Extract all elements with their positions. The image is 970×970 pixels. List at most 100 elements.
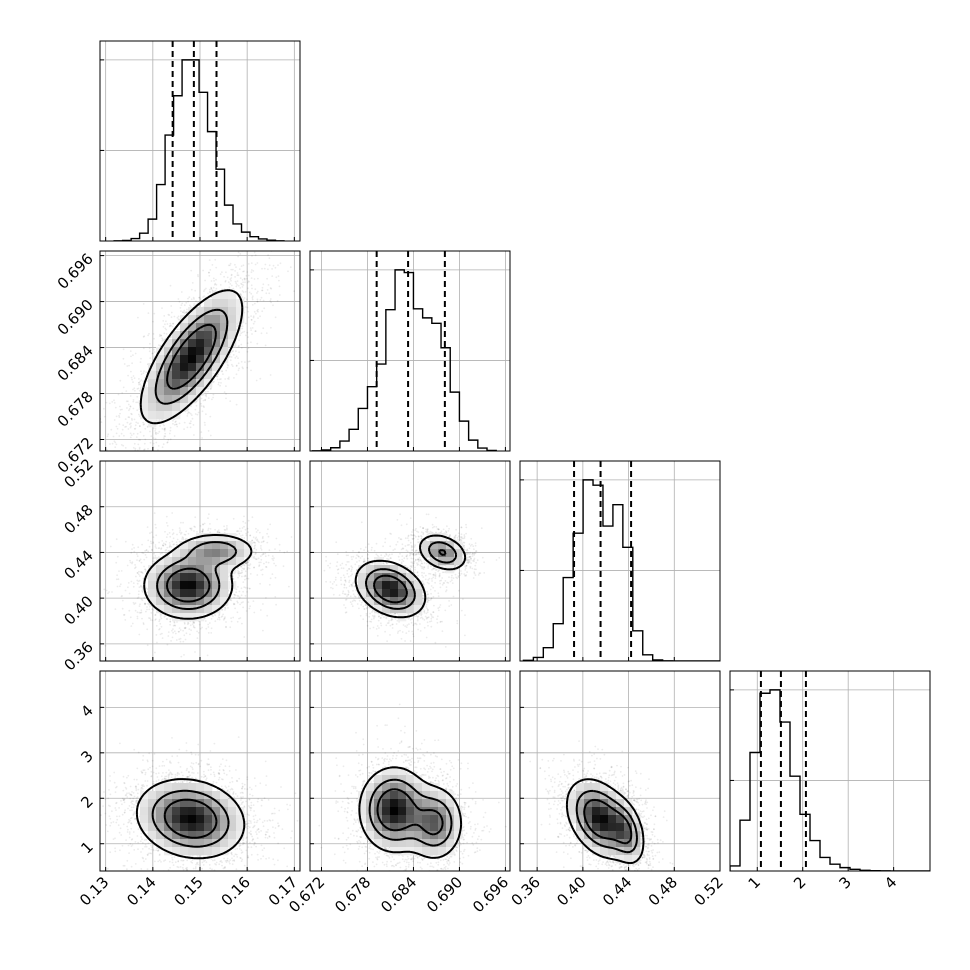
sample-point <box>170 335 172 338</box>
sample-point <box>253 320 256 323</box>
sample-point <box>255 548 258 551</box>
sample-point <box>121 408 123 411</box>
sample-point <box>247 577 250 580</box>
sample-point <box>104 644 107 647</box>
sample-point <box>135 421 138 424</box>
sample-point <box>188 411 191 414</box>
sample-point <box>250 229 252 231</box>
density-cell <box>180 395 189 404</box>
sample-point <box>165 320 167 323</box>
sample-point <box>181 538 183 540</box>
sample-point <box>191 282 194 284</box>
sample-point <box>132 388 134 391</box>
sample-point <box>202 523 204 526</box>
sample-point <box>120 444 123 446</box>
sample-point <box>249 605 252 608</box>
sample-point <box>137 422 139 425</box>
density-cell <box>140 403 149 412</box>
sample-point <box>138 605 141 607</box>
sample-point <box>225 626 227 629</box>
sample-point <box>263 540 265 543</box>
sample-point <box>250 262 253 264</box>
sample-point <box>183 312 186 315</box>
sample-point <box>142 380 145 383</box>
sample-point <box>194 408 197 411</box>
sample-point <box>241 283 243 286</box>
sample-point <box>240 594 243 597</box>
sample-point <box>187 297 189 300</box>
sample-point <box>221 288 223 291</box>
sample-point <box>225 621 227 623</box>
density-cell <box>196 355 205 364</box>
sample-point <box>149 342 151 345</box>
sample-point <box>154 613 157 616</box>
sample-point <box>234 594 237 597</box>
sample-point <box>260 545 262 547</box>
density-cell <box>204 315 213 324</box>
sample-point <box>149 605 151 608</box>
sample-point <box>236 620 239 623</box>
sample-point <box>238 244 240 246</box>
panel-content <box>310 251 510 451</box>
sample-point <box>218 613 221 615</box>
sample-point <box>142 552 145 555</box>
sample-point <box>241 366 244 369</box>
sample-point <box>252 536 255 539</box>
sample-point <box>138 438 140 441</box>
sample-point <box>247 347 250 350</box>
sample-point <box>236 284 239 286</box>
sample-point <box>253 251 256 254</box>
sample-point <box>144 603 146 606</box>
sample-point <box>111 591 113 593</box>
sample-point <box>235 285 238 288</box>
density-cell <box>164 387 173 396</box>
sample-point <box>171 540 174 543</box>
sample-point <box>203 290 205 293</box>
sample-point <box>107 592 109 595</box>
sample-point <box>272 559 275 561</box>
sample-point <box>145 549 148 551</box>
sample-point <box>155 441 158 444</box>
sample-point <box>238 351 241 354</box>
sample-point <box>209 531 212 534</box>
sample-point <box>240 293 242 296</box>
sample-point <box>179 640 182 643</box>
sample-point <box>209 388 212 390</box>
sample-point <box>159 552 162 555</box>
sample-point <box>175 541 178 544</box>
sample-point <box>245 274 248 277</box>
sample-point <box>201 410 204 413</box>
sample-point <box>168 542 171 544</box>
sample-point <box>140 561 143 564</box>
sample-point <box>158 335 161 337</box>
sample-point <box>169 429 172 432</box>
sample-point <box>230 279 232 282</box>
sample-point <box>125 390 128 392</box>
sample-point <box>241 567 244 570</box>
sample-point <box>211 614 213 617</box>
sample-point <box>230 268 233 271</box>
panel-content <box>100 461 300 661</box>
sample-point <box>226 377 229 380</box>
sample-point <box>201 530 204 532</box>
sample-point <box>204 424 206 426</box>
sample-point <box>246 568 249 570</box>
sample-point <box>240 569 243 572</box>
sample-point <box>108 402 111 405</box>
density-cell <box>188 347 197 356</box>
density-cell <box>204 331 213 340</box>
sample-point <box>143 596 146 599</box>
sample-point <box>265 561 268 564</box>
sample-point <box>106 435 109 438</box>
density-cell <box>188 363 197 372</box>
density-cell <box>220 307 229 316</box>
sample-point <box>226 363 229 366</box>
sample-point <box>262 536 264 538</box>
sample-point <box>113 440 116 443</box>
sample-point <box>239 617 242 619</box>
sample-point <box>163 615 166 618</box>
sample-point <box>237 576 239 579</box>
sample-point <box>155 534 158 537</box>
sample-point <box>255 312 257 315</box>
